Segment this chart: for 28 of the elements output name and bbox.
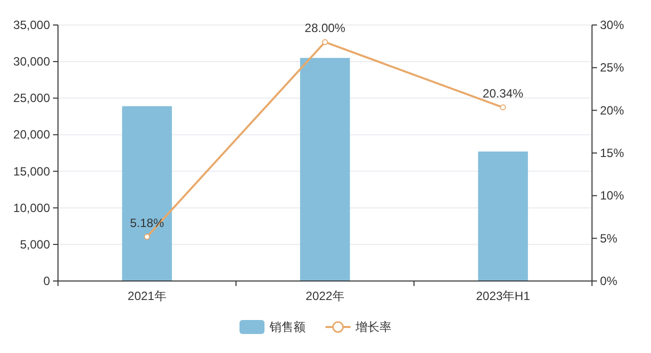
y2-tick-label: 30%	[600, 18, 624, 32]
x-tick-label: 2022年	[306, 289, 344, 303]
y-tick-label: 20,000	[13, 128, 50, 142]
point	[500, 104, 506, 110]
y2-tick-label: 25%	[600, 60, 624, 75]
y-tick-label: 5,000	[20, 237, 50, 252]
legend-label: 销售额	[268, 320, 306, 334]
y2-tick-label: 10%	[600, 188, 624, 203]
y-tick-label: 10,000	[13, 200, 50, 215]
y-tick-label: 30,000	[13, 54, 50, 69]
y-tick-label: 25,000	[13, 91, 50, 106]
data-label: 20.34%	[482, 86, 524, 100]
y2-tick-label: 20%	[600, 103, 624, 118]
x-tick-label: 2023年H1	[476, 289, 530, 303]
bar	[122, 106, 172, 281]
data-label: 28.00%	[304, 21, 346, 36]
point	[322, 39, 328, 46]
x-tick-label: 2021年	[128, 289, 166, 303]
y-tick-label: 0	[43, 274, 50, 288]
y2-tick-label: 15%	[600, 146, 624, 160]
y-tick-label: 35,000	[13, 18, 50, 32]
y2-tick-label: 0%	[600, 274, 618, 288]
bar	[300, 58, 350, 281]
y-tick-label: 15,000	[13, 164, 50, 178]
y2-tick-label: 5%	[600, 231, 618, 246]
legend-label: 增长率	[354, 320, 392, 334]
point	[144, 234, 150, 240]
bar	[478, 152, 528, 281]
